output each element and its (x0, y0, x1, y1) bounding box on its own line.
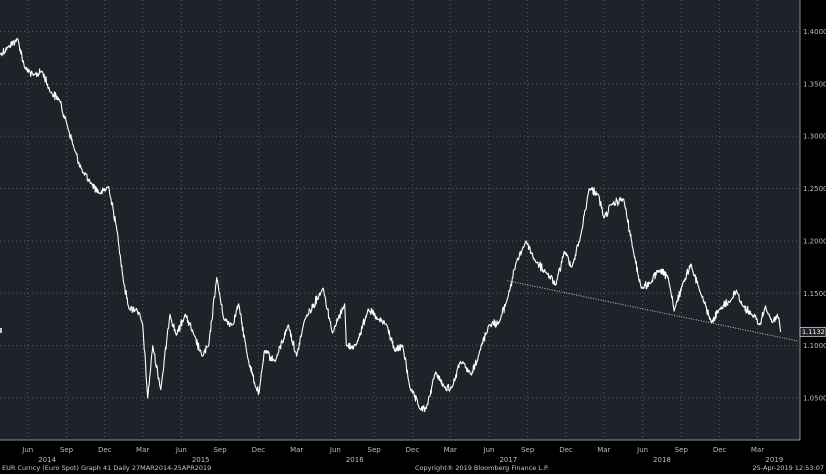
x-tick-label: Mar (444, 446, 457, 454)
x-tick-label: Dec (406, 446, 420, 454)
y-tick-label: 1.1500 (803, 290, 826, 298)
year-label: 2019 (765, 456, 783, 464)
footer-timestamp: 25-Apr-2019 12:53:07 (753, 464, 824, 472)
price-series-line (0, 38, 782, 413)
year-label: 2016 (346, 456, 364, 464)
y-gridlines (0, 30, 800, 399)
y-tick-label: 1.2000 (803, 237, 826, 245)
last-price-box (799, 326, 826, 337)
y-tick-label: 1.3500 (803, 80, 826, 88)
y-tick-label: 1.4000 (803, 28, 826, 36)
x-tick-label: Mar (136, 446, 149, 454)
year-label: 2017 (499, 456, 517, 464)
x-tick-labels: Jun Sep Dec Mar Jun Sep Dec Mar Jun Sep Dec Mar Jun S… (21, 446, 764, 454)
x-tick-label: Jun (21, 446, 33, 454)
last-price-marker: 1.1132 (799, 326, 826, 337)
x-tick-label: Mar (751, 446, 764, 454)
year-label: 2018 (653, 456, 671, 464)
x-tick-label: Dec (98, 446, 112, 454)
x-tick-label: Sep (521, 446, 535, 454)
x-tick-label: Sep (213, 446, 227, 454)
x-tick-label: Mar (290, 446, 303, 454)
y-tick-label: 1.2500 (803, 185, 826, 193)
last-price-label: 1.1132 (802, 328, 825, 336)
x-tick-label: Dec (252, 446, 266, 454)
x-tick-label: Jun (329, 446, 341, 454)
x-tick-label: Sep (675, 446, 689, 454)
year-label: 2015 (192, 456, 210, 464)
x-tick-label: Jun (175, 446, 187, 454)
x-gridlines (27, 0, 758, 440)
x-tick-label: Sep (368, 446, 382, 454)
y-tick-label: 1.3000 (803, 133, 826, 141)
trend-line (507, 280, 798, 342)
y-tick-label: 1.0500 (803, 395, 826, 403)
x-tick-label: Sep (60, 446, 74, 454)
y-tick-labels: 1.4000 1.3500 1.3000 1.2500 1.2000 1.1500 1.10… (803, 28, 826, 403)
y-tick-label: 1.1000 (803, 342, 826, 350)
x-tick-label: Jun (636, 446, 648, 454)
year-label: 2014 (38, 456, 56, 464)
plot-area (0, 0, 800, 440)
x-tick-label: Dec (713, 446, 727, 454)
footer-copyright: Copyright® 2019 Bloomberg Finance L.P. (415, 464, 549, 472)
year-labels: 2014 2015 2016 2017 2018 2019 (38, 456, 783, 464)
left-edge-marker (0, 328, 2, 333)
footer-security-info: EUR Curncy (Euro Spot) Graph 41 Daily 27… (2, 464, 211, 472)
x-tick-label: Dec (559, 446, 573, 454)
x-tick-label: Jun (483, 446, 495, 454)
x-tick-label: Mar (597, 446, 610, 454)
